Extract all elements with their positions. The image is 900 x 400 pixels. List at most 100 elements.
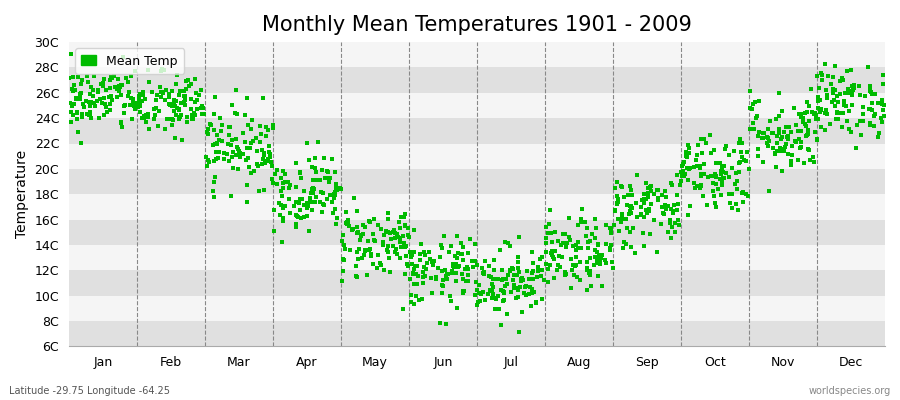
Point — [610, 216, 625, 222]
Point — [643, 184, 657, 190]
Point — [220, 151, 235, 158]
Point — [265, 176, 279, 182]
Point — [659, 206, 673, 212]
Point — [877, 106, 891, 113]
Point — [165, 88, 179, 95]
Point — [680, 212, 695, 218]
Point — [296, 188, 310, 194]
Point — [315, 166, 329, 173]
Point — [91, 88, 105, 95]
Point — [216, 156, 230, 162]
Point — [619, 224, 634, 231]
Point — [762, 188, 777, 194]
Point — [413, 256, 428, 263]
Point — [725, 205, 740, 211]
Point — [112, 83, 126, 90]
Point — [167, 97, 182, 104]
Point — [248, 168, 262, 174]
Point — [387, 227, 401, 233]
Point — [83, 102, 97, 109]
Point — [825, 99, 840, 105]
Point — [431, 265, 446, 271]
Point — [261, 127, 275, 133]
Point — [141, 78, 156, 85]
Point — [495, 276, 509, 283]
Bar — [69, 93, 885, 118]
Point — [255, 161, 269, 168]
Point — [325, 199, 339, 205]
Point — [461, 278, 475, 284]
Point — [402, 249, 417, 256]
Point — [165, 116, 179, 122]
Point — [640, 210, 654, 216]
Point — [683, 202, 698, 209]
Point — [157, 67, 171, 73]
Point — [195, 111, 210, 117]
Point — [94, 80, 108, 87]
Point — [260, 158, 274, 164]
Point — [404, 261, 419, 268]
Point — [184, 112, 199, 118]
Point — [210, 139, 224, 146]
Point — [710, 186, 724, 193]
Point — [211, 155, 225, 161]
Point — [530, 274, 544, 280]
Point — [365, 261, 380, 267]
Point — [781, 136, 796, 142]
Point — [397, 239, 411, 246]
Point — [128, 102, 142, 108]
Point — [209, 156, 223, 162]
Point — [832, 91, 847, 97]
Point — [456, 276, 471, 282]
Point — [67, 101, 81, 108]
Point — [644, 200, 658, 207]
Point — [624, 203, 638, 210]
Point — [793, 145, 807, 152]
Point — [356, 252, 371, 258]
Point — [102, 94, 116, 101]
Point — [831, 116, 845, 122]
Point — [283, 210, 297, 216]
Legend: Mean Temp: Mean Temp — [76, 48, 184, 74]
Point — [130, 104, 145, 110]
Point — [339, 220, 354, 226]
Point — [748, 99, 762, 105]
Point — [637, 196, 652, 202]
Point — [642, 206, 656, 212]
Point — [457, 266, 472, 272]
Point — [670, 216, 685, 223]
Point — [354, 233, 368, 239]
Point — [206, 158, 220, 164]
Point — [72, 91, 86, 97]
Point — [747, 126, 761, 133]
Point — [687, 164, 701, 170]
Point — [819, 86, 833, 93]
Point — [545, 248, 560, 254]
Point — [801, 146, 815, 152]
Point — [335, 238, 349, 244]
Point — [772, 112, 787, 119]
Point — [588, 247, 602, 253]
Point — [826, 96, 841, 103]
Point — [871, 134, 886, 140]
Point — [588, 216, 602, 223]
Point — [426, 262, 440, 268]
Point — [202, 120, 217, 127]
Title: Monthly Mean Temperatures 1901 - 2009: Monthly Mean Temperatures 1901 - 2009 — [262, 15, 692, 35]
Point — [650, 187, 664, 193]
Point — [114, 82, 129, 88]
Point — [449, 254, 464, 261]
Point — [784, 128, 798, 135]
Point — [172, 116, 186, 122]
Point — [719, 142, 733, 149]
Point — [66, 112, 80, 118]
Point — [444, 243, 458, 249]
Point — [371, 252, 385, 259]
Point — [697, 136, 711, 142]
Point — [230, 111, 245, 117]
Point — [827, 86, 842, 93]
Point — [485, 281, 500, 288]
Point — [153, 84, 167, 90]
Point — [110, 85, 124, 91]
Point — [416, 274, 430, 280]
